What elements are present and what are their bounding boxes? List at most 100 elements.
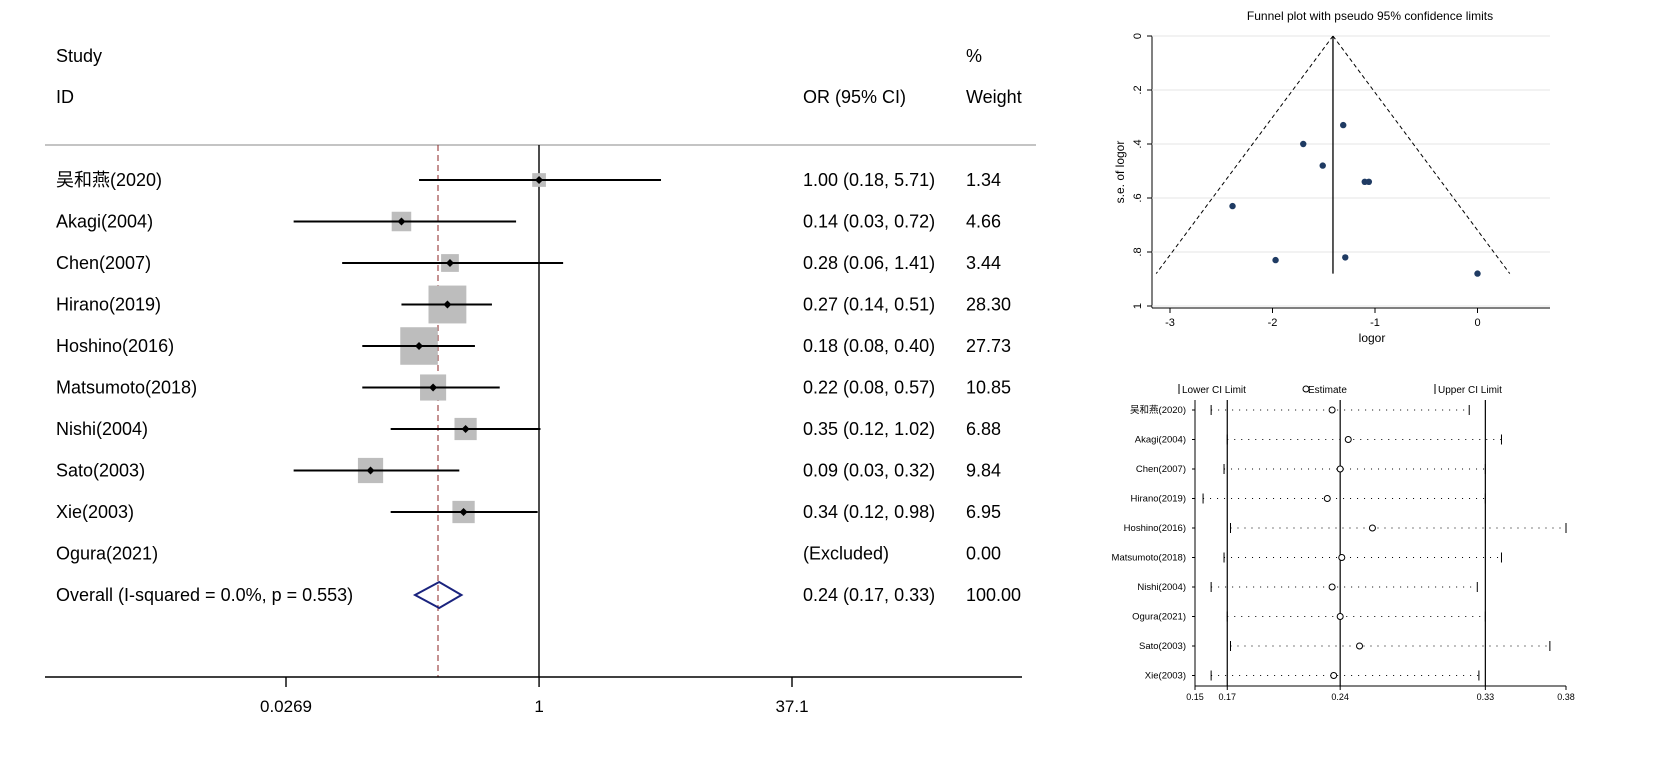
study-or-ci: 0.34 (0.12, 0.98)	[803, 502, 935, 522]
study-point-estimate	[366, 466, 375, 475]
overall-diamond	[412, 580, 464, 610]
study-or-ci: 0.09 (0.03, 0.32)	[803, 461, 935, 481]
funnel-y-tick-label: .2	[1132, 85, 1144, 94]
funnel-point	[1272, 256, 1279, 264]
sens-x-tick-label: 0.24	[1331, 692, 1349, 702]
sens-estimate	[1330, 672, 1338, 679]
funnel-point	[1474, 270, 1481, 277]
sens-estimate	[1336, 465, 1344, 473]
funnel-x-label: logor	[1359, 331, 1386, 345]
sens-estimate	[1328, 406, 1336, 414]
funnel-y-tick-label: .8	[1132, 247, 1144, 256]
study-point-estimate	[429, 383, 438, 392]
study-label: Chen(2007)	[56, 253, 151, 273]
sens-row-label: Chen(2007)	[1136, 464, 1186, 475]
study-weight: 0.00	[966, 544, 1001, 564]
study-label: Sato(2003)	[56, 461, 145, 481]
legend-label: Upper CI Limit	[1438, 385, 1502, 396]
study-weight: 28.30	[966, 295, 1011, 315]
legend-label: Estimate	[1308, 385, 1347, 396]
funnel-point	[1300, 140, 1307, 148]
study-weight: 6.95	[966, 502, 1001, 522]
sens-row-label: Ogura(2021)	[1132, 612, 1186, 623]
funnel-point	[1319, 162, 1326, 169]
header-id: ID	[56, 87, 74, 107]
x-axis-tick-label: 1	[534, 697, 543, 716]
header-study: Study	[56, 46, 102, 66]
funnel-point	[1340, 121, 1347, 129]
sens-estimate	[1328, 583, 1336, 591]
header-percent: %	[966, 46, 982, 66]
study-weight: 3.44	[966, 253, 1001, 273]
header-weight: Weight	[966, 87, 1022, 107]
funnel-point	[1229, 202, 1236, 210]
sens-row-label: Xie(2003)	[1145, 671, 1186, 682]
overall-or-ci: 0.24 (0.17, 0.33)	[803, 585, 935, 605]
header-or: OR (95% CI)	[803, 87, 906, 107]
sens-row-label: 吴和燕(2020)	[1130, 404, 1186, 416]
study-label: Hirano(2019)	[56, 295, 161, 315]
funnel-y-tick-label: 1	[1132, 303, 1144, 309]
study-point-estimate	[535, 176, 544, 184]
study-point-estimate	[415, 342, 424, 350]
sens-estimate	[1338, 554, 1346, 561]
funnel-ci-limit-right	[1332, 35, 1511, 274]
study-or-ci: 0.35 (0.12, 1.02)	[803, 419, 935, 439]
sens-row-label: Hoshino(2016)	[1124, 523, 1186, 534]
study-label: Xie(2003)	[56, 502, 134, 522]
funnel-title: Funnel plot with pseudo 95% confidence l…	[1247, 9, 1493, 23]
funnel-point	[1365, 178, 1373, 185]
sens-x-tick-label: 0.15	[1186, 692, 1204, 702]
study-weight: 1.34	[966, 170, 1001, 190]
study-or-ci: 1.00 (0.18, 5.71)	[803, 170, 935, 190]
funnel-point	[1342, 254, 1349, 261]
sens-estimate	[1356, 642, 1364, 650]
funnel-plot: Funnel plot with pseudo 95% confidence l…	[1113, 9, 1550, 345]
study-point-estimate	[445, 259, 454, 267]
sens-estimate	[1336, 613, 1344, 620]
study-label: Nishi(2004)	[56, 419, 148, 439]
study-point-estimate	[461, 425, 470, 433]
legend-estimate-marker	[1302, 385, 1310, 393]
study-weight: 4.66	[966, 212, 1001, 232]
sens-row-label: Nishi(2004)	[1137, 582, 1186, 593]
study-or-ci: 0.27 (0.14, 0.51)	[803, 295, 935, 315]
overall-weight: 100.00	[966, 585, 1021, 605]
sens-row-label: Hirano(2019)	[1131, 494, 1186, 505]
sens-x-tick-label: 0.17	[1218, 692, 1236, 702]
study-weight: 6.88	[966, 419, 1001, 439]
study-label: Ogura(2021)	[56, 544, 158, 564]
study-label: Akagi(2004)	[56, 212, 153, 232]
sens-estimate	[1344, 436, 1352, 443]
sens-row-label: Matsumoto(2018)	[1112, 553, 1186, 564]
study-weight: 10.85	[966, 378, 1011, 398]
funnel-ci-limit-left	[1155, 35, 1334, 274]
study-label: 吴和燕(2020)	[56, 170, 162, 190]
funnel-y-tick-label: .4	[1132, 139, 1144, 148]
study-or-ci: 0.22 (0.08, 0.57)	[803, 378, 935, 398]
study-point-estimate	[459, 508, 468, 516]
sensitivity-plot: Lower CI Limit Estimate Upper CI Limit 吴和燕(…	[1112, 384, 1575, 702]
study-label: Matsumoto(2018)	[56, 378, 197, 398]
study-point-estimate	[443, 300, 452, 309]
funnel-y-tick-label: 0	[1132, 33, 1144, 39]
study-point-estimate	[397, 217, 406, 226]
study-weight: 27.73	[966, 336, 1011, 356]
x-axis-tick-label: 37.1	[775, 697, 808, 716]
study-label: Hoshino(2016)	[56, 336, 174, 356]
study-or-ci: (Excluded)	[803, 544, 889, 564]
legend-label: Lower CI Limit	[1182, 385, 1246, 396]
sens-x-tick-label: 0.33	[1477, 692, 1495, 702]
sens-x-tick-label: 0.38	[1557, 692, 1575, 702]
forest-plot: Study ID OR (95% CI) % Weight 吴和燕(2020) 1…	[45, 46, 1036, 716]
sens-row-label: Akagi(2004)	[1135, 435, 1186, 446]
funnel-x-tick-label: -1	[1370, 317, 1380, 329]
funnel-x-tick-label: -2	[1268, 317, 1278, 329]
funnel-x-tick-label: 0	[1474, 317, 1480, 329]
funnel-y-tick-label: .6	[1132, 193, 1144, 202]
overall-label: Overall (I-squared = 0.0%, p = 0.553)	[56, 585, 353, 605]
study-or-ci: 0.14 (0.03, 0.72)	[803, 212, 935, 232]
study-or-ci: 0.28 (0.06, 1.41)	[803, 253, 935, 273]
x-axis-tick-label: 0.0269	[260, 697, 312, 716]
funnel-y-label: s.e. of logor	[1113, 141, 1127, 204]
